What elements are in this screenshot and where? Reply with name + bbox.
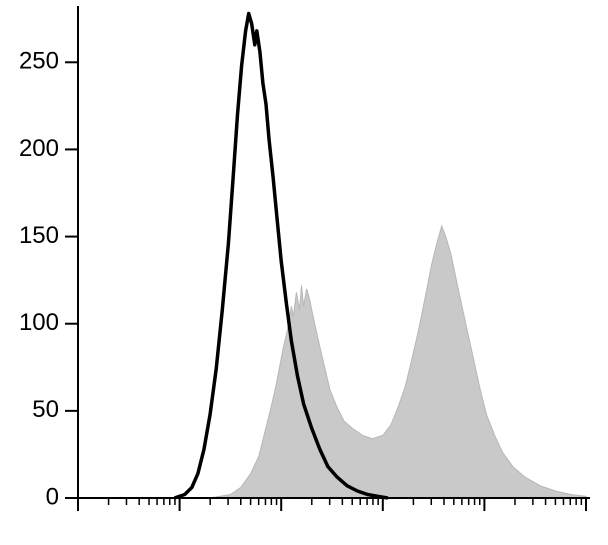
chart-svg: 0 50 100 150 200 250 [0, 0, 608, 545]
y-tick-label: 0 [46, 483, 59, 510]
y-tick-label: 50 [32, 396, 59, 423]
y-tick-label: 100 [19, 309, 59, 336]
y-tick-label: 250 [19, 48, 59, 75]
flow-cytometry-histogram: 0 50 100 150 200 250 [0, 0, 608, 545]
y-tick-label: 200 [19, 135, 59, 162]
y-tick-label: 150 [19, 222, 59, 249]
